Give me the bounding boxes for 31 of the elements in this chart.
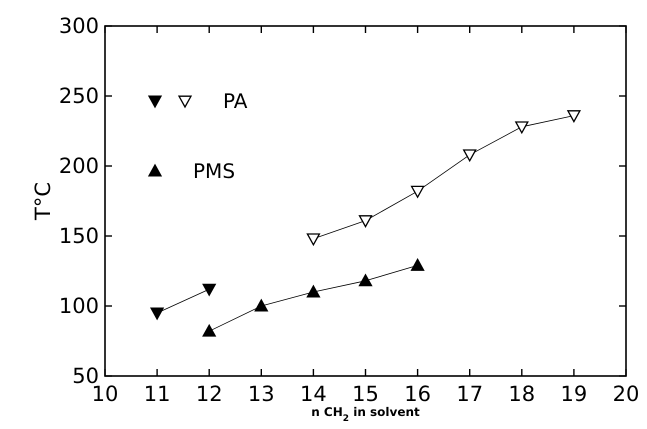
legend-label: PA (223, 89, 248, 113)
x-tick-label: 19 (560, 382, 588, 406)
point (410, 186, 424, 198)
y-axis-title: T°C (31, 182, 55, 221)
point (202, 324, 216, 337)
x-tick-label: 17 (456, 382, 484, 406)
point (515, 121, 528, 134)
x-tick-label: 10 (92, 382, 118, 406)
x-tick-label: 20 (612, 382, 640, 406)
y-tick-label: 100 (58, 294, 99, 318)
x-tick-label: 15 (352, 382, 379, 406)
point (358, 274, 372, 286)
y-tick-label: 250 (58, 84, 99, 108)
point (358, 215, 372, 228)
legend-label: PMS (193, 159, 236, 183)
x-tick-label: 13 (248, 382, 275, 406)
x-axis-title: n CH$_{2}$ in solvent (311, 405, 420, 424)
x-tick-label: 11 (144, 382, 170, 406)
y-tick-label: 150 (58, 224, 99, 248)
x-tick-label: 18 (508, 382, 536, 406)
x-tick-label: 16 (404, 382, 431, 406)
point (410, 258, 424, 271)
x-tick-label: 12 (196, 382, 223, 406)
x-tick-label: 14 (300, 382, 327, 406)
y-tick-label: 300 (58, 14, 99, 38)
point (463, 149, 476, 162)
point (254, 299, 268, 312)
point (306, 285, 320, 298)
point (306, 233, 320, 246)
point (567, 110, 581, 122)
y-tick-label: 200 (58, 154, 99, 178)
